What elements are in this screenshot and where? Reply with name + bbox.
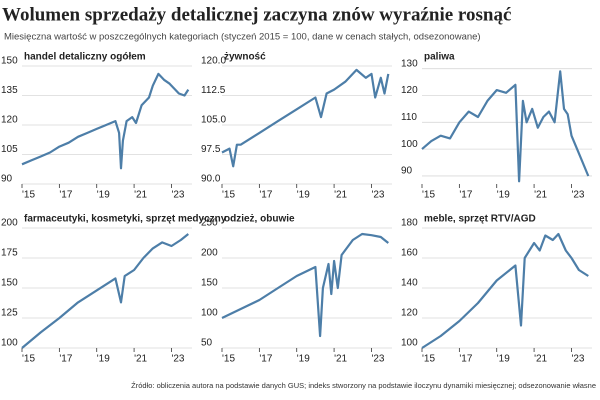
y-tick-label: 135 — [1, 85, 18, 96]
data-line — [421, 232, 589, 349]
x-tick-label: '21 — [334, 354, 347, 365]
y-tick-label: 97.5 — [201, 144, 221, 155]
x-tick-label: '21 — [534, 190, 547, 201]
x-tick-label: '23 — [371, 354, 384, 365]
y-tick-label: 100 — [201, 308, 218, 319]
x-tick-label: '19 — [97, 354, 110, 365]
x-tick-label: '19 — [297, 190, 310, 201]
x-tick-label: '15 — [422, 354, 435, 365]
y-tick-label: 120 — [1, 115, 18, 126]
x-tick-label: '17 — [259, 190, 272, 201]
panel-title: paliwa — [424, 52, 455, 63]
data-line — [21, 233, 189, 349]
x-tick-label: '23 — [171, 190, 184, 201]
x-tick-label: '15 — [422, 190, 435, 201]
x-tick-label: '19 — [297, 354, 310, 365]
y-tick-label: 112.5 — [201, 85, 226, 96]
chart-title: Wolumen sprzedaży detalicznej zaczyna zn… — [2, 4, 511, 25]
y-tick-label: 180 — [401, 218, 418, 229]
panel-title: farmaceutyki, kosmetyki, sprzęt medyczny — [24, 214, 227, 225]
y-tick-label: 125 — [1, 308, 18, 319]
x-tick-label: '21 — [534, 354, 547, 365]
y-tick-label: 200 — [201, 248, 218, 259]
y-tick-label: 100 — [401, 338, 418, 349]
data-line — [21, 72, 190, 170]
y-tick-label: 175 — [1, 248, 18, 259]
y-tick-label: 105.0 — [201, 115, 226, 126]
x-tick-label: '19 — [97, 190, 110, 201]
y-tick-label: 90 — [401, 166, 413, 177]
y-tick-label: 120 — [401, 85, 418, 96]
y-tick-label: 100 — [401, 139, 418, 150]
x-tick-label: '21 — [334, 190, 347, 201]
y-tick-label: 120.0 — [201, 56, 226, 67]
y-tick-label: 100 — [1, 338, 18, 349]
x-tick-label: '19 — [497, 354, 510, 365]
x-tick-label: '23 — [571, 354, 584, 365]
x-tick-label: '17 — [459, 354, 472, 365]
x-tick-label: '23 — [571, 190, 584, 201]
x-tick-label: '15 — [22, 354, 35, 365]
x-tick-label: '21 — [134, 354, 147, 365]
source: Źródło: obliczenia autora na podstawie d… — [131, 381, 596, 390]
y-tick-label: 90 — [1, 174, 13, 185]
y-tick-label: 140 — [401, 278, 418, 289]
chart-subtitle: Miesięczna wartość w poszczególnych kate… — [4, 32, 481, 43]
x-tick-label: '17 — [59, 190, 72, 201]
y-tick-label: 130 — [401, 58, 418, 69]
x-tick-label: '17 — [59, 354, 72, 365]
panel-title: żywność — [224, 52, 266, 63]
y-tick-label: 250 — [201, 218, 218, 229]
x-tick-label: '15 — [222, 190, 235, 201]
y-tick-label: 90.0 — [201, 174, 221, 185]
x-tick-label: '19 — [497, 190, 510, 201]
data-line — [221, 68, 390, 168]
y-tick-label: 150 — [1, 278, 18, 289]
panel-title: odzież, obuwie — [224, 214, 295, 225]
x-tick-label: '21 — [134, 190, 147, 201]
panel-title: handel detaliczny ogółem — [24, 52, 146, 63]
x-tick-label: '17 — [459, 190, 472, 201]
y-tick-label: 105 — [1, 144, 18, 155]
y-tick-label: 110 — [401, 112, 417, 123]
y-tick-label: 50 — [201, 338, 213, 349]
y-tick-label: 120 — [401, 308, 418, 319]
panel-title: meble, sprzęt RTV/AGD — [424, 214, 536, 225]
x-tick-label: '15 — [22, 190, 35, 201]
y-tick-label: 150 — [1, 56, 18, 67]
y-tick-label: 200 — [1, 218, 18, 229]
data-line — [421, 70, 590, 183]
x-tick-label: '23 — [371, 190, 384, 201]
data-line — [221, 232, 389, 338]
y-tick-label: 150 — [201, 278, 218, 289]
x-tick-label: '23 — [171, 354, 184, 365]
y-tick-label: 160 — [401, 248, 418, 259]
x-tick-label: '15 — [222, 354, 235, 365]
x-tick-label: '17 — [259, 354, 272, 365]
